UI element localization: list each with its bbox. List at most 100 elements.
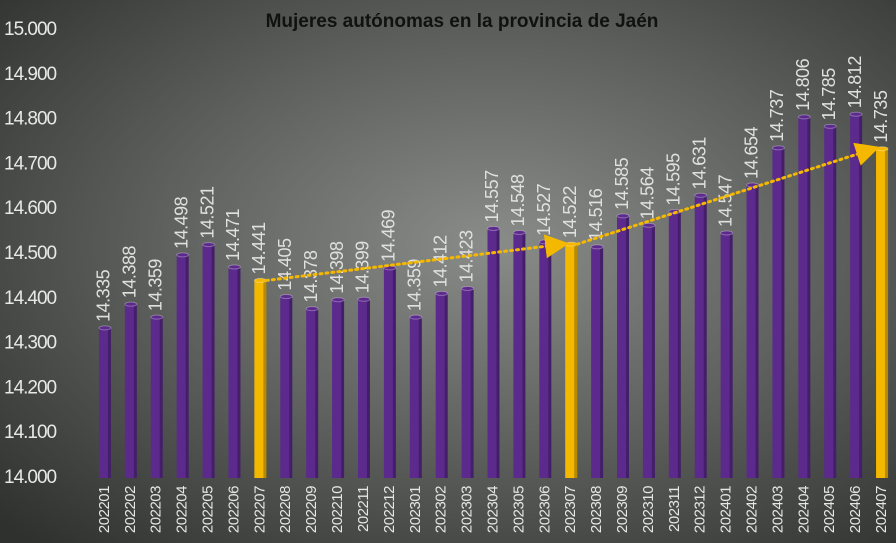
value-label: 14.398 bbox=[327, 241, 347, 294]
bar-top bbox=[591, 245, 603, 249]
bar-top bbox=[254, 278, 266, 282]
bar-shade bbox=[704, 195, 707, 478]
bar-top bbox=[565, 242, 577, 246]
bar-top bbox=[539, 240, 551, 244]
y-tick-label: 14.600 bbox=[4, 198, 57, 219]
y-tick-label: 14.000 bbox=[4, 467, 57, 488]
x-tick-label: 202305 bbox=[510, 486, 527, 533]
value-label: 14.564 bbox=[638, 167, 658, 220]
x-tick-label: 202308 bbox=[588, 486, 605, 533]
y-tick-label: 14.800 bbox=[4, 109, 57, 130]
bar-top bbox=[488, 226, 500, 230]
bar-top bbox=[125, 302, 137, 306]
value-label: 14.335 bbox=[94, 269, 114, 322]
bar-shade bbox=[626, 216, 629, 478]
bar-top bbox=[410, 315, 422, 319]
value-label: 14.654 bbox=[741, 126, 761, 179]
x-tick-label: 202202 bbox=[122, 486, 139, 533]
bar-shade bbox=[315, 309, 318, 478]
bar-top bbox=[513, 230, 525, 234]
bar-shade bbox=[756, 185, 759, 478]
y-tick-label: 14.500 bbox=[4, 243, 57, 264]
value-label: 14.471 bbox=[223, 208, 243, 261]
value-label: 14.527 bbox=[534, 183, 554, 236]
bar-top bbox=[462, 286, 474, 290]
value-label: 14.498 bbox=[171, 196, 191, 249]
bar-shade bbox=[134, 304, 137, 478]
x-tick-label: 202203 bbox=[148, 486, 165, 533]
x-tick-label: 202302 bbox=[433, 486, 450, 533]
bar-shade bbox=[730, 233, 733, 478]
bar-shade bbox=[108, 328, 111, 478]
x-tick-label: 202212 bbox=[381, 486, 398, 533]
bar-shade bbox=[652, 225, 655, 478]
x-tick-label: 202312 bbox=[692, 486, 709, 533]
x-tick-label: 202306 bbox=[536, 486, 553, 533]
value-label: 14.547 bbox=[715, 174, 735, 227]
x-tick-label: 202207 bbox=[251, 486, 268, 533]
value-label: 14.595 bbox=[664, 153, 684, 206]
bar-top bbox=[358, 297, 370, 301]
x-tick-label: 202205 bbox=[200, 486, 217, 533]
bar-top bbox=[151, 315, 163, 319]
value-label: 14.388 bbox=[120, 246, 140, 299]
x-tick-label: 202211 bbox=[355, 486, 372, 532]
value-label: 14.359 bbox=[405, 259, 425, 312]
value-label: 14.785 bbox=[819, 68, 839, 121]
bar-top bbox=[876, 147, 888, 151]
bar-top bbox=[695, 193, 707, 197]
bar-top bbox=[436, 291, 448, 295]
bar-shade bbox=[859, 114, 862, 478]
bar-top bbox=[824, 124, 836, 128]
x-tick-label: 202402 bbox=[744, 486, 761, 533]
bar-shade bbox=[678, 211, 681, 478]
value-label: 14.806 bbox=[793, 58, 813, 111]
bar-shade bbox=[341, 300, 344, 478]
x-tick-label: 202310 bbox=[640, 486, 657, 533]
chart-title: Mujeres autónomas en la provincia de Jaé… bbox=[266, 11, 659, 32]
bar-shade bbox=[237, 267, 240, 478]
bar-shade bbox=[522, 232, 525, 478]
x-tick-label: 202311 bbox=[666, 486, 683, 532]
x-tick-label: 202404 bbox=[795, 486, 812, 533]
value-label: 14.812 bbox=[845, 56, 865, 109]
y-tick-label: 14.700 bbox=[4, 153, 57, 174]
x-tick-label: 202406 bbox=[847, 486, 864, 533]
y-tick-label: 14.200 bbox=[4, 377, 57, 398]
bar-shade bbox=[186, 255, 189, 478]
x-tick-label: 202304 bbox=[484, 486, 501, 533]
bar-top bbox=[203, 243, 215, 247]
x-tick-label: 202301 bbox=[407, 486, 424, 533]
bar-shade bbox=[445, 293, 448, 478]
x-tick-label: 202209 bbox=[303, 486, 320, 533]
bar-shade bbox=[289, 297, 292, 478]
bar-shade bbox=[600, 247, 603, 478]
value-label: 14.735 bbox=[871, 90, 891, 143]
bar-shade bbox=[263, 280, 266, 478]
bar-shade bbox=[833, 126, 836, 478]
bar-top bbox=[280, 295, 292, 299]
x-tick-label: 202309 bbox=[614, 486, 631, 533]
value-label: 14.631 bbox=[689, 137, 709, 190]
y-tick-label: 15.000 bbox=[4, 19, 57, 40]
value-label: 14.469 bbox=[379, 209, 399, 262]
y-tick-label: 14.400 bbox=[4, 288, 57, 309]
value-label: 14.737 bbox=[767, 89, 787, 142]
bar-shade bbox=[574, 244, 577, 478]
bar-shade bbox=[393, 268, 396, 478]
x-tick-label: 202208 bbox=[277, 486, 294, 533]
bar-top bbox=[772, 146, 784, 150]
bar-shade bbox=[419, 317, 422, 478]
x-tick-label: 202206 bbox=[225, 486, 242, 533]
value-label: 14.585 bbox=[612, 157, 632, 210]
bar-shade bbox=[781, 148, 784, 478]
x-tick-label: 202201 bbox=[96, 486, 113, 533]
bar-top bbox=[99, 326, 111, 330]
bar-shade bbox=[160, 317, 163, 478]
x-tick-label: 202303 bbox=[459, 486, 476, 533]
value-label: 14.359 bbox=[146, 259, 166, 312]
x-tick-label: 202403 bbox=[769, 486, 786, 533]
chart: Mujeres autónomas en la provincia de Jaé… bbox=[0, 0, 896, 543]
value-label: 14.557 bbox=[482, 170, 502, 223]
bar-shade bbox=[548, 242, 551, 478]
